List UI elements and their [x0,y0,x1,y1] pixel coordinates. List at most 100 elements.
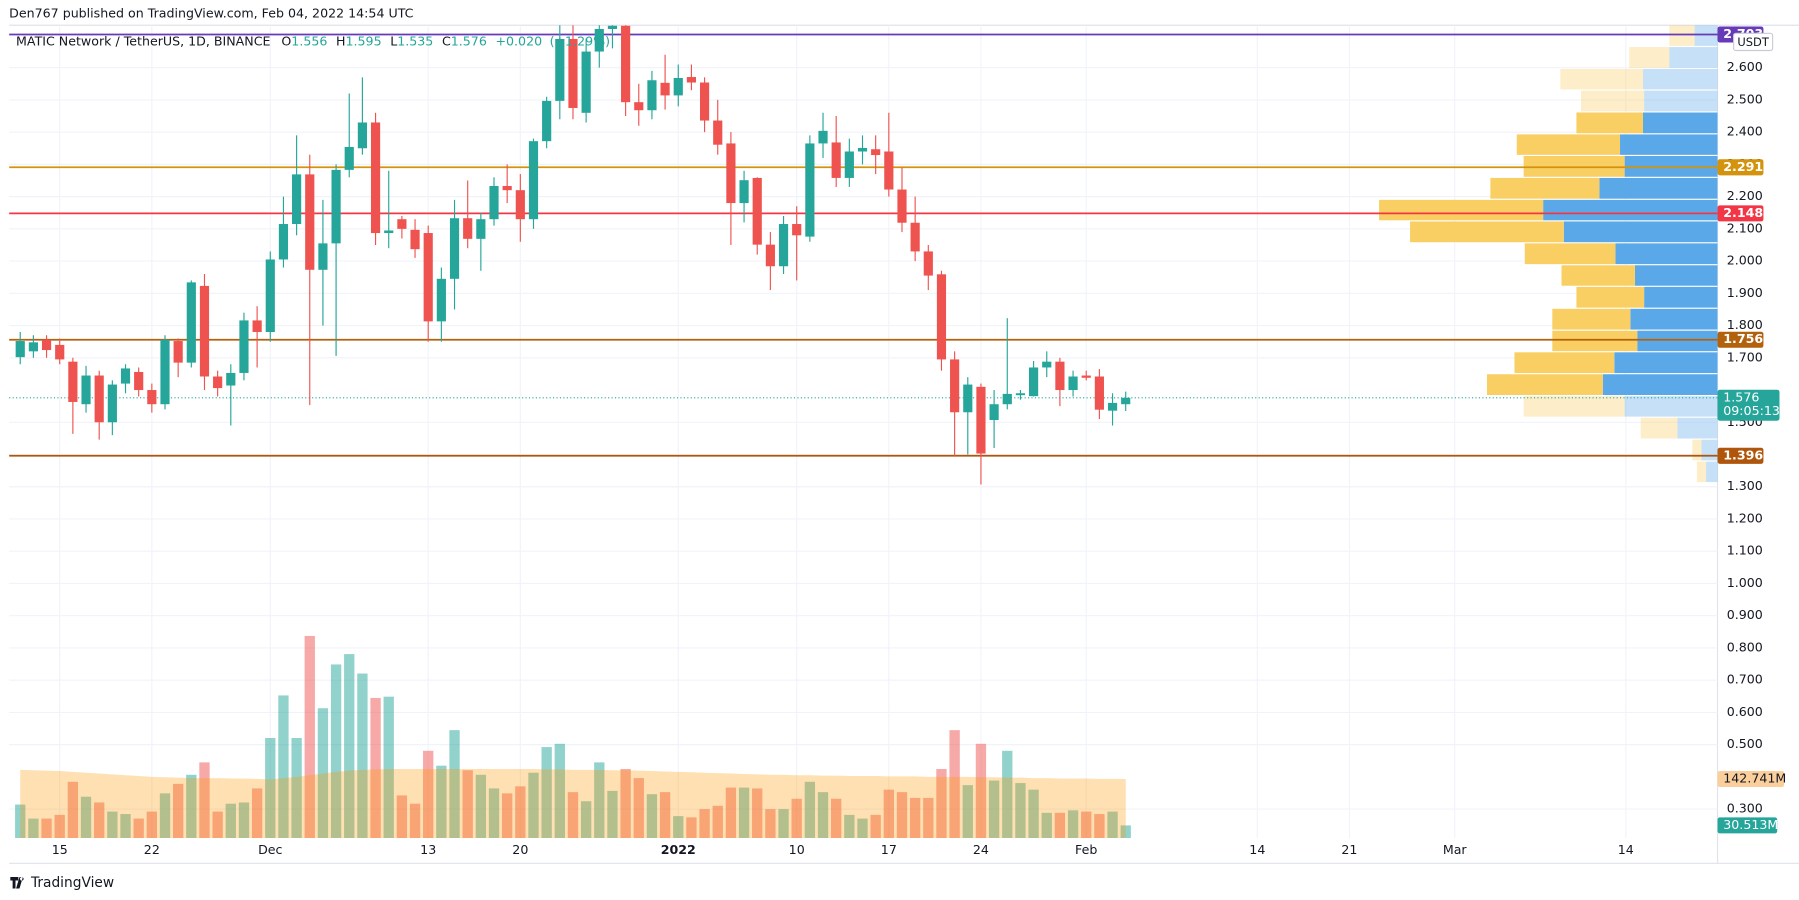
volume-bar [738,787,750,839]
volume-bar [580,801,592,839]
x-tick-label: 21 [1341,842,1357,857]
candle-body [713,120,723,145]
volume-bar [949,730,960,839]
candle-body [765,244,775,267]
y-tick-label: 2.100 [1727,220,1763,235]
candle-body [463,218,473,239]
legend-close: 1.576 [451,33,487,48]
y-tick-label: 0.600 [1727,704,1763,719]
legend-title: MATIC Network / TetherUS, 1D, BINANCE [16,33,270,48]
candle-body [384,230,394,234]
candle-body [976,386,986,454]
candle-body [647,80,657,111]
candle-body [28,342,38,352]
candle-body [502,185,512,191]
profile-up [1694,25,1718,46]
y-tick-label: 1.700 [1727,349,1763,364]
volume-bar [541,747,552,839]
volume-bar [1107,811,1118,839]
profile-down [1524,243,1616,265]
candle-body [923,251,933,276]
x-tick-label: 14 [1249,842,1265,857]
volume-bar [962,785,973,839]
candle-body [107,384,117,423]
candle-body [134,371,144,391]
x-tick-label: 2022 [661,842,696,857]
candle-body [15,341,25,358]
candle-body [489,185,499,220]
candle-body [963,384,973,413]
candle-body [186,282,196,363]
candle-body [699,82,710,121]
footer-brand[interactable]: TradingView [30,875,114,891]
volume-bar [686,817,697,839]
volume-bar [1120,825,1131,839]
volume-bar [804,781,816,839]
profile-up [1634,265,1718,286]
volume-last-label: 30.513M [1723,817,1778,832]
candle-body [160,339,170,405]
volume-bar [107,811,118,839]
candle-body [739,180,749,204]
tradingview-logo[interactable]: TradingView [10,875,114,891]
volume-ma-label: 142.741M [1723,771,1786,786]
volume-bar [528,772,539,839]
candle-body [397,219,407,229]
candle-body [594,28,604,52]
y-tick-label: 1.800 [1727,317,1763,332]
profile-up [1563,221,1718,243]
profile-up [1701,439,1718,461]
candle-body [1002,393,1012,405]
x-tick-label: 17 [881,842,897,857]
x-tick-label: 22 [144,842,160,857]
profile-down [1379,199,1544,221]
candle-body [292,174,302,225]
candle-body [857,147,868,152]
candle-body [68,361,78,402]
volume-ma-box [1717,770,1785,788]
volume-bar [383,696,394,839]
y-tick-label: 2.400 [1727,124,1763,139]
x-tick-label: Dec [258,842,282,857]
candle-body [897,189,907,223]
y-tick-label: 1.000 [1727,575,1763,590]
x-tick-label: 10 [789,842,805,857]
last-price-label: 1.576 [1723,389,1759,404]
candle-body [436,278,446,322]
publish-header: Den767 published on TradingView.com, Feb… [9,5,413,20]
candle-body [726,143,736,204]
candle-body [607,25,618,29]
volume-bar [567,792,579,839]
x-tick-label: 20 [512,842,528,857]
profile-up [1630,308,1718,330]
candle-body [515,190,525,220]
candle-body [357,122,367,149]
candle-body [173,341,183,363]
candle-body [634,102,644,111]
profile-down [1514,352,1615,374]
volume-bar [462,770,473,839]
y-tick-label: 2.000 [1727,253,1763,268]
profile-down [1581,90,1645,112]
level-label: 1.756 [1723,331,1763,346]
level-label-box [1717,205,1764,222]
volume-bar [923,797,934,839]
candle-body [199,285,210,377]
volume-bar [225,803,236,839]
candle-body [410,229,420,250]
volume-bar [712,805,723,839]
volume-bar [817,792,829,839]
y-tick-label: 1.200 [1727,510,1763,525]
candle-body [265,259,275,333]
currency-box[interactable] [1733,32,1774,52]
candle-body [844,151,854,178]
profile-down [1560,68,1643,90]
volume-bar [594,762,605,839]
volume-bar [186,774,197,839]
candle-body [305,174,315,270]
volume-bar [370,697,381,839]
candle-body [331,169,341,244]
x-tick-label: 14 [1618,842,1634,857]
level-label-box [1717,331,1764,348]
currency[interactable]: USDT [1737,35,1769,49]
